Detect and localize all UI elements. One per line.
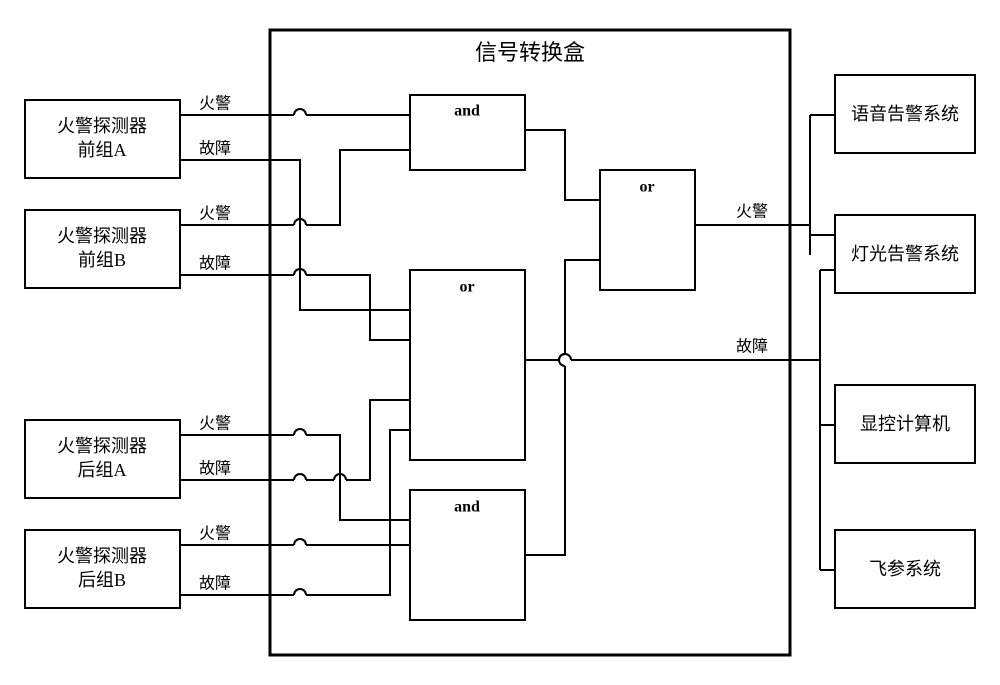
input-label: 后组A [78, 460, 127, 480]
wire-front-a-fault [180, 160, 410, 310]
wire-label-fire: 火警 [199, 525, 231, 543]
wire-label-fire: 火警 [199, 95, 231, 113]
input-label: 前组B [78, 250, 126, 270]
wire-label-fault: 故障 [199, 575, 231, 593]
gate-label: and [454, 499, 480, 516]
wire-label-fire: 火警 [736, 203, 768, 221]
wire-label-fault: 故障 [199, 255, 231, 273]
input-label: 后组B [78, 570, 126, 590]
output-voice: 语音告警系统 [835, 75, 975, 153]
wire-andbot-to-or [525, 260, 600, 555]
wire-label-fault: 故障 [199, 140, 231, 158]
hop-icon [294, 474, 306, 480]
wire-andtop-to-or [525, 130, 600, 200]
input-label: 火警探测器 [57, 116, 147, 136]
wire-rear-b-fault [180, 430, 410, 595]
input-label: 火警探测器 [57, 226, 147, 246]
input-front-a: 火警探测器 前组A [25, 100, 180, 178]
hop-icon [294, 539, 306, 545]
gate-label: and [454, 103, 480, 120]
wire-label-fire: 火警 [199, 415, 231, 433]
input-label: 火警探测器 [57, 436, 147, 456]
output-display: 显控计算机 [835, 385, 975, 463]
hop-icon [294, 429, 306, 435]
gate-or-right: or [600, 170, 695, 290]
output-label: 飞参系统 [869, 559, 941, 579]
gate-label: or [639, 179, 654, 196]
input-front-b: 火警探测器 前组B [25, 210, 180, 288]
hop-icon [294, 589, 306, 595]
wire-label-fault: 故障 [736, 338, 768, 356]
input-rear-b: 火警探测器 后组B [25, 530, 180, 608]
hop-icon [559, 354, 571, 360]
gate-or-center: or [410, 270, 525, 460]
gate-and-top: and [410, 95, 525, 170]
input-label: 前组A [78, 140, 127, 160]
input-rear-a: 火警探测器 后组A [25, 420, 180, 498]
output-flight: 飞参系统 [835, 530, 975, 608]
output-light: 灯光告警系统 [835, 215, 975, 293]
wire-label-fault: 故障 [199, 460, 231, 478]
wire-label-fire: 火警 [199, 205, 231, 223]
hop-icon [294, 109, 306, 115]
container-box [270, 30, 790, 655]
container-title: 信号转换盒 [475, 40, 585, 65]
output-label: 灯光告警系统 [851, 244, 959, 264]
gate-label: or [459, 279, 474, 296]
output-label: 显控计算机 [860, 414, 950, 434]
gate-and-bottom: and [410, 490, 525, 620]
input-label: 火警探测器 [57, 546, 147, 566]
output-label: 语音告警系统 [851, 104, 959, 124]
wire-front-b-fault [180, 275, 410, 340]
